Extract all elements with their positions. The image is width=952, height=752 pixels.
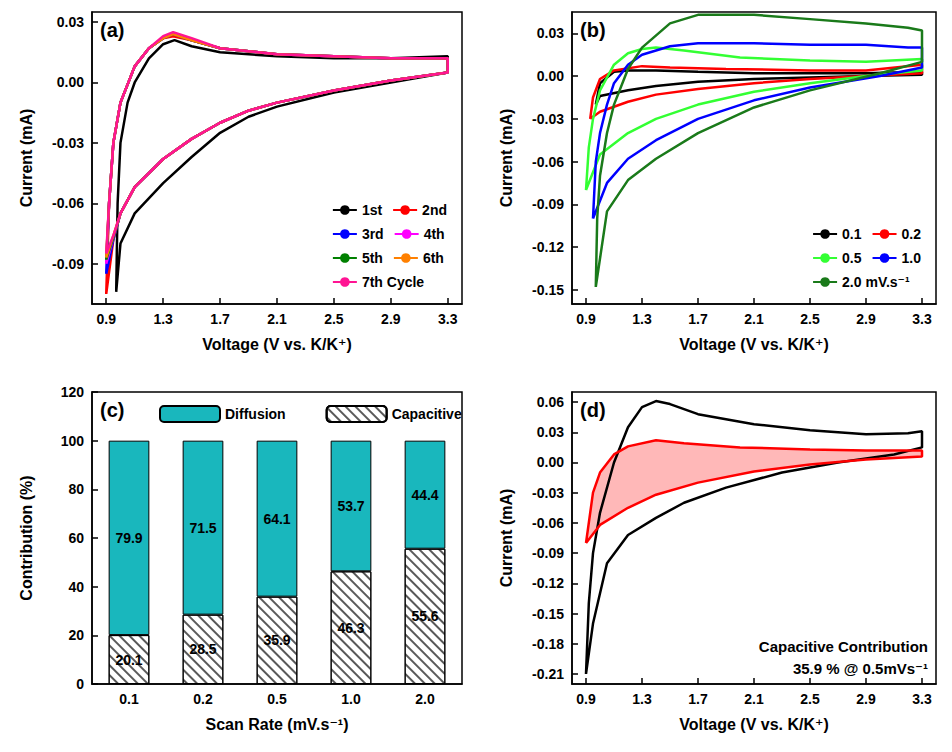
svg-text:2.1: 2.1 bbox=[267, 311, 287, 327]
svg-text:7th Cycle: 7th Cycle bbox=[362, 274, 424, 290]
svg-text:-0.21: -0.21 bbox=[532, 666, 564, 682]
svg-text:2.1: 2.1 bbox=[744, 311, 764, 327]
svg-text:(c): (c) bbox=[100, 399, 124, 421]
svg-text:-0.15: -0.15 bbox=[532, 606, 564, 622]
svg-text:44.4: 44.4 bbox=[411, 487, 438, 503]
svg-text:-0.03: -0.03 bbox=[532, 485, 564, 501]
svg-text:-0.06: -0.06 bbox=[532, 515, 564, 531]
svg-text:0.1: 0.1 bbox=[842, 226, 862, 242]
svg-text:0.00: 0.00 bbox=[537, 454, 564, 470]
svg-text:-0.09: -0.09 bbox=[532, 545, 564, 561]
svg-text:2.0 mV.s⁻¹: 2.0 mV.s⁻¹ bbox=[842, 274, 910, 290]
svg-text:Current (mA): Current (mA) bbox=[498, 109, 515, 208]
svg-text:2.9: 2.9 bbox=[856, 311, 876, 327]
svg-text:Scan Rate (mV.s⁻¹): Scan Rate (mV.s⁻¹) bbox=[205, 716, 348, 733]
svg-text:2.5: 2.5 bbox=[800, 691, 820, 707]
svg-text:53.7: 53.7 bbox=[337, 498, 364, 514]
svg-text:100: 100 bbox=[61, 433, 85, 449]
svg-text:3.3: 3.3 bbox=[438, 311, 458, 327]
svg-text:2nd: 2nd bbox=[422, 202, 447, 218]
svg-text:0.9: 0.9 bbox=[576, 311, 596, 327]
svg-text:Contribution (%): Contribution (%) bbox=[18, 475, 35, 600]
svg-text:Voltage (V vs. K/K⁺): Voltage (V vs. K/K⁺) bbox=[679, 716, 829, 733]
svg-text:1.3: 1.3 bbox=[153, 311, 173, 327]
svg-text:120: 120 bbox=[61, 384, 85, 400]
svg-text:Diffusion: Diffusion bbox=[225, 406, 286, 422]
svg-text:1.3: 1.3 bbox=[632, 311, 652, 327]
svg-text:20.1: 20.1 bbox=[115, 652, 142, 668]
svg-text:55.6: 55.6 bbox=[411, 608, 438, 624]
svg-text:-0.03: -0.03 bbox=[532, 111, 564, 127]
svg-text:2.0: 2.0 bbox=[415, 691, 435, 707]
svg-text:-0.03: -0.03 bbox=[52, 135, 84, 151]
svg-text:2.1: 2.1 bbox=[744, 691, 764, 707]
svg-text:-0.15: -0.15 bbox=[532, 282, 564, 298]
svg-text:2.5: 2.5 bbox=[800, 311, 820, 327]
svg-text:5th: 5th bbox=[362, 250, 383, 266]
svg-text:-0.12: -0.12 bbox=[532, 239, 564, 255]
svg-text:0.03: 0.03 bbox=[537, 25, 564, 41]
svg-text:1.3: 1.3 bbox=[632, 691, 652, 707]
svg-text:0: 0 bbox=[76, 676, 84, 692]
svg-text:28.5: 28.5 bbox=[189, 641, 216, 657]
svg-text:64.1: 64.1 bbox=[263, 511, 290, 527]
svg-text:Voltage (V vs. K/K⁺): Voltage (V vs. K/K⁺) bbox=[679, 336, 829, 353]
svg-text:Capacitive: Capacitive bbox=[392, 406, 462, 422]
svg-text:(b): (b) bbox=[580, 19, 606, 41]
svg-text:3.3: 3.3 bbox=[912, 691, 932, 707]
svg-text:2.9: 2.9 bbox=[856, 691, 876, 707]
svg-text:0.9: 0.9 bbox=[96, 311, 116, 327]
svg-text:-0.18: -0.18 bbox=[532, 636, 564, 652]
svg-text:0.2: 0.2 bbox=[902, 226, 922, 242]
svg-text:0.1: 0.1 bbox=[119, 691, 139, 707]
svg-text:20: 20 bbox=[68, 627, 84, 643]
svg-text:71.5: 71.5 bbox=[189, 520, 216, 536]
svg-text:(d): (d) bbox=[580, 399, 606, 421]
svg-text:1.0: 1.0 bbox=[902, 250, 922, 266]
svg-text:Voltage (V vs. K/K⁺): Voltage (V vs. K/K⁺) bbox=[202, 336, 352, 353]
svg-text:0.5: 0.5 bbox=[842, 250, 862, 266]
svg-text:6th: 6th bbox=[423, 250, 444, 266]
svg-text:1.7: 1.7 bbox=[210, 311, 230, 327]
svg-text:-0.12: -0.12 bbox=[532, 575, 564, 591]
svg-text:0.03: 0.03 bbox=[57, 14, 84, 30]
svg-text:2.5: 2.5 bbox=[324, 311, 344, 327]
svg-text:Capacitive Contribution: Capacitive Contribution bbox=[759, 638, 928, 655]
svg-text:0.9: 0.9 bbox=[576, 691, 596, 707]
svg-text:Current (mA): Current (mA) bbox=[498, 489, 515, 588]
svg-text:79.9: 79.9 bbox=[115, 530, 142, 546]
svg-text:35.9 % @ 0.5mVs⁻¹: 35.9 % @ 0.5mVs⁻¹ bbox=[793, 660, 928, 677]
svg-text:Current (mA): Current (mA) bbox=[18, 109, 35, 208]
svg-text:3rd: 3rd bbox=[362, 226, 384, 242]
svg-text:4th: 4th bbox=[424, 226, 445, 242]
svg-text:60: 60 bbox=[68, 530, 84, 546]
svg-text:(a): (a) bbox=[100, 19, 124, 41]
svg-text:0.2: 0.2 bbox=[193, 691, 213, 707]
svg-text:0.00: 0.00 bbox=[57, 74, 84, 90]
svg-text:2.9: 2.9 bbox=[381, 311, 401, 327]
svg-text:1.0: 1.0 bbox=[341, 691, 361, 707]
svg-text:-0.06: -0.06 bbox=[532, 154, 564, 170]
svg-text:0.06: 0.06 bbox=[537, 394, 564, 410]
svg-text:1.7: 1.7 bbox=[688, 311, 708, 327]
svg-text:-0.09: -0.09 bbox=[52, 256, 84, 272]
svg-text:0.03: 0.03 bbox=[537, 424, 564, 440]
svg-text:1st: 1st bbox=[362, 202, 383, 218]
svg-text:0.00: 0.00 bbox=[537, 68, 564, 84]
svg-text:46.3: 46.3 bbox=[337, 620, 364, 636]
svg-text:40: 40 bbox=[68, 579, 84, 595]
svg-text:0.5: 0.5 bbox=[267, 691, 287, 707]
svg-text:35.9: 35.9 bbox=[263, 632, 290, 648]
svg-text:-0.06: -0.06 bbox=[52, 195, 84, 211]
svg-text:-0.09: -0.09 bbox=[532, 196, 564, 212]
svg-text:1.7: 1.7 bbox=[688, 691, 708, 707]
svg-text:3.3: 3.3 bbox=[912, 311, 932, 327]
svg-text:80: 80 bbox=[68, 481, 84, 497]
